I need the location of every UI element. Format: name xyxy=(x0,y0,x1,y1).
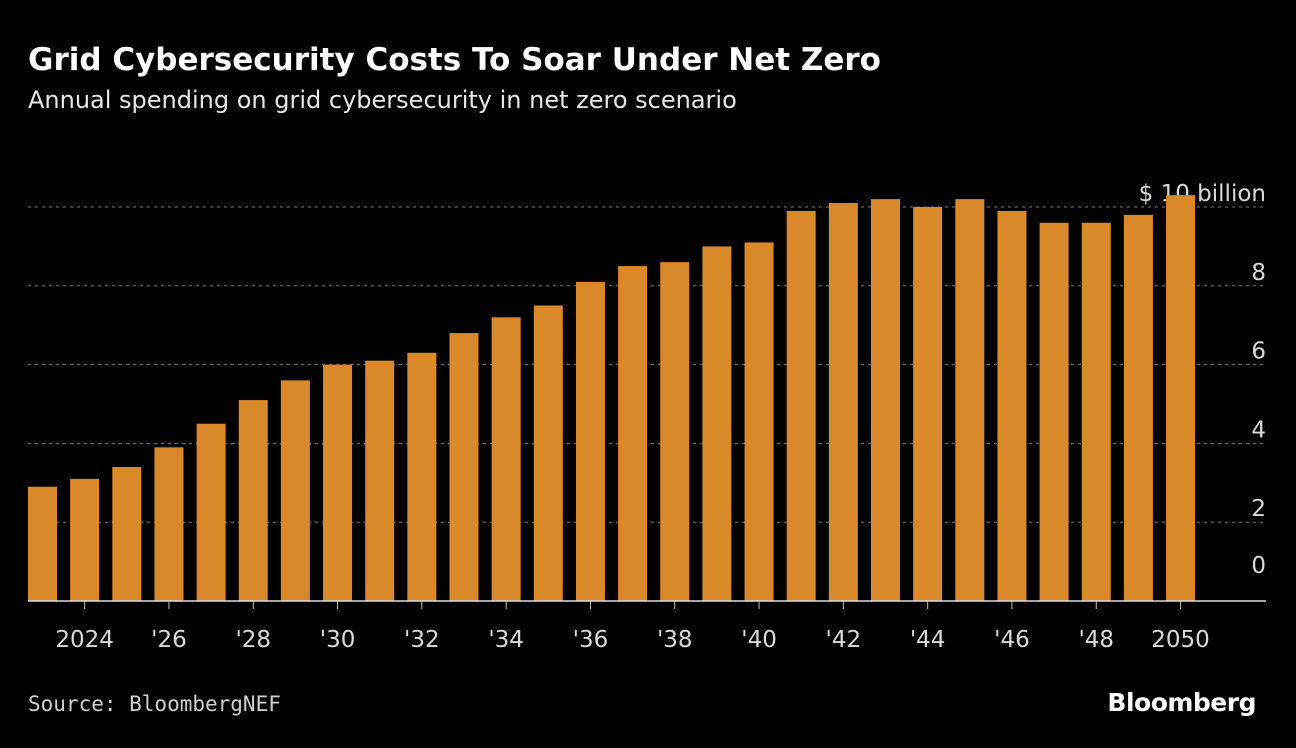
bar-2033 xyxy=(449,333,479,601)
bar-2048 xyxy=(1081,222,1111,601)
bar-2038 xyxy=(660,262,690,601)
bar-2042 xyxy=(828,203,858,601)
y-tick-label: $ 10 billion xyxy=(1139,181,1266,207)
bar-2046 xyxy=(997,210,1027,601)
bar-2044 xyxy=(913,207,943,601)
bar-2023 xyxy=(28,486,57,601)
bar-2029 xyxy=(280,380,310,601)
bar-2027 xyxy=(196,423,226,601)
bar-2047 xyxy=(1039,222,1069,601)
chart-title: Grid Cybersecurity Costs To Soar Under N… xyxy=(28,42,881,78)
chart-subtitle: Annual spending on grid cybersecurity in… xyxy=(28,86,737,114)
bar-2049 xyxy=(1123,214,1153,601)
y-tick-label: 0 xyxy=(1251,553,1266,579)
bar-2028 xyxy=(238,400,268,601)
bar-2036 xyxy=(575,281,605,601)
x-tick-label: '44 xyxy=(910,627,946,653)
x-tick-label: '34 xyxy=(488,627,524,653)
y-tick-label: 2 xyxy=(1251,496,1266,522)
bar-2030 xyxy=(323,364,353,601)
bar-2039 xyxy=(702,246,732,601)
bar-2025 xyxy=(112,467,142,601)
bar-2031 xyxy=(365,360,395,601)
bar-2026 xyxy=(154,447,184,601)
bar-2043 xyxy=(871,199,900,601)
x-tick-label: '30 xyxy=(320,627,356,653)
x-tick-label: '38 xyxy=(657,627,693,653)
x-tick-label: '40 xyxy=(741,627,777,653)
bloomberg-logo: Bloomberg xyxy=(1107,688,1256,717)
bar-2040 xyxy=(744,242,774,601)
y-tick-label: 4 xyxy=(1251,417,1266,443)
x-tick-label: '28 xyxy=(235,627,271,653)
bar-2035 xyxy=(533,305,563,601)
bar-2032 xyxy=(407,352,437,601)
bar-2041 xyxy=(786,210,816,601)
bar-2037 xyxy=(618,266,648,601)
bar-2024 xyxy=(70,478,100,601)
x-tick-label: '36 xyxy=(573,627,609,653)
source-note: Source: BloombergNEF xyxy=(28,692,281,716)
bar-2034 xyxy=(491,317,521,601)
y-tick-label: 8 xyxy=(1251,260,1266,286)
bar-2050 xyxy=(1166,195,1196,601)
x-tick-label: '42 xyxy=(826,627,862,653)
x-tick-label: '32 xyxy=(404,627,440,653)
bar-2045 xyxy=(955,199,985,601)
x-tick-label: '46 xyxy=(994,627,1030,653)
x-tick-label: 2024 xyxy=(55,627,114,653)
x-tick-label: 2050 xyxy=(1151,627,1210,653)
y-tick-label: 6 xyxy=(1251,339,1266,365)
x-tick-label: '26 xyxy=(151,627,187,653)
x-tick-label: '48 xyxy=(1078,627,1114,653)
